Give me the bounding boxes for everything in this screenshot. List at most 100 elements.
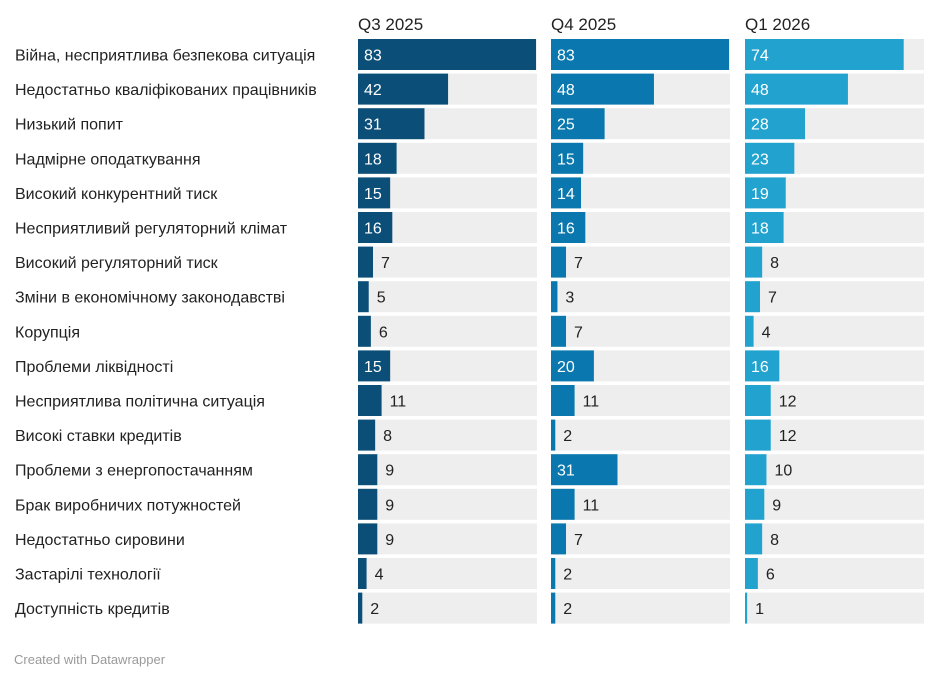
bar-background (358, 385, 537, 416)
bar (745, 592, 748, 624)
bar (358, 108, 425, 140)
bar (745, 315, 754, 347)
bar (551, 281, 558, 313)
bar-value-label: 19 (751, 186, 769, 203)
bar-background (551, 592, 730, 624)
bar-value-label: 12 (779, 428, 797, 445)
bar-background (358, 592, 537, 624)
bar (358, 212, 393, 243)
bar-background (745, 246, 924, 278)
bar (551, 488, 575, 520)
bar-background (551, 281, 730, 313)
bar-background (358, 246, 537, 278)
category-label: Війна, несприятлива безпекова ситуація (15, 48, 315, 65)
bar (745, 385, 771, 416)
bar (551, 212, 586, 243)
bar-value-label: 8 (770, 255, 779, 272)
bar-value-label: 7 (381, 255, 390, 272)
bar (745, 488, 765, 520)
bar-value-label: 48 (751, 82, 769, 99)
bar (551, 350, 594, 382)
bar (358, 558, 367, 589)
bar-value-label: 2 (563, 567, 572, 584)
bar (745, 454, 767, 486)
bar-background (358, 315, 537, 347)
bar (551, 558, 556, 589)
category-label: Застарілі технології (15, 567, 161, 584)
bar (358, 454, 378, 486)
category-label: Недостатньо сировини (15, 532, 185, 549)
bar-value-label: 74 (751, 48, 769, 65)
bar (551, 454, 618, 486)
bar-value-label: 5 (377, 290, 386, 307)
bar (358, 350, 391, 382)
bar-value-label: 25 (557, 117, 575, 134)
bar-background (745, 558, 924, 589)
column-header: Q4 2025 (551, 15, 616, 34)
bar-value-label: 2 (370, 601, 379, 618)
bar (745, 246, 763, 278)
bar-background (551, 558, 730, 589)
bar (358, 39, 536, 70)
category-label: Надмірне оподаткування (15, 151, 200, 168)
bar (551, 523, 567, 555)
bar-value-label: 6 (766, 567, 775, 584)
bar-value-label: 16 (751, 359, 769, 376)
category-label: Проблеми з енергопостачанням (15, 463, 253, 480)
category-label: Низький попит (15, 117, 124, 134)
bar (745, 177, 786, 209)
bar-value-label: 9 (385, 497, 394, 514)
bar (551, 177, 582, 209)
column-header: Q3 2025 (358, 15, 423, 34)
bar-value-label: 9 (772, 497, 781, 514)
bar-value-label: 2 (563, 601, 572, 618)
bar-background (551, 419, 730, 451)
bar-value-label: 14 (557, 186, 575, 203)
bar-value-label: 4 (375, 567, 384, 584)
bar-value-label: 8 (770, 532, 779, 549)
bar-background (358, 523, 537, 555)
bar-background (745, 419, 924, 451)
bar-value-label: 31 (364, 117, 382, 134)
category-label: Доступність кредитів (15, 601, 170, 618)
category-label: Недостатньо кваліфікованих працівників (15, 82, 317, 99)
bar-value-label: 9 (385, 463, 394, 480)
bar (551, 419, 556, 451)
bar-value-label: 28 (751, 117, 769, 134)
bar (358, 177, 391, 209)
bar (551, 73, 654, 105)
bar-value-label: 1 (755, 601, 764, 618)
bar (358, 488, 378, 520)
category-label: Високі ставки кредитів (15, 428, 182, 445)
bar-value-label: 11 (583, 497, 600, 514)
bar-background (358, 281, 537, 313)
category-label: Високий регуляторний тиск (15, 255, 219, 272)
bar-value-label: 18 (364, 151, 382, 168)
bar-background (551, 246, 730, 278)
bar-background (745, 281, 924, 313)
bar-value-label: 8 (383, 428, 392, 445)
bar-background (745, 488, 924, 520)
category-label: Зміни в економічному законодавстві (15, 290, 285, 307)
column-header: Q1 2026 (745, 15, 810, 34)
bar (745, 350, 780, 382)
bar (358, 385, 382, 416)
bar (358, 142, 397, 174)
bar-value-label: 7 (574, 255, 583, 272)
bar-value-label: 7 (574, 324, 583, 341)
bar-background (358, 488, 537, 520)
bar (551, 39, 729, 70)
bar-background (745, 454, 924, 486)
bar-value-label: 7 (768, 290, 777, 307)
bar (745, 73, 848, 105)
bar-value-label: 42 (364, 82, 382, 99)
bar (745, 142, 795, 174)
bar-background (358, 558, 537, 589)
bar-value-label: 4 (762, 324, 771, 341)
bar-value-label: 31 (557, 463, 575, 480)
category-label: Брак виробничих потужностей (15, 497, 241, 514)
bar-value-label: 15 (364, 359, 382, 376)
bar-value-label: 83 (364, 48, 382, 65)
bar (745, 523, 763, 555)
bar-value-label: 11 (583, 394, 600, 411)
